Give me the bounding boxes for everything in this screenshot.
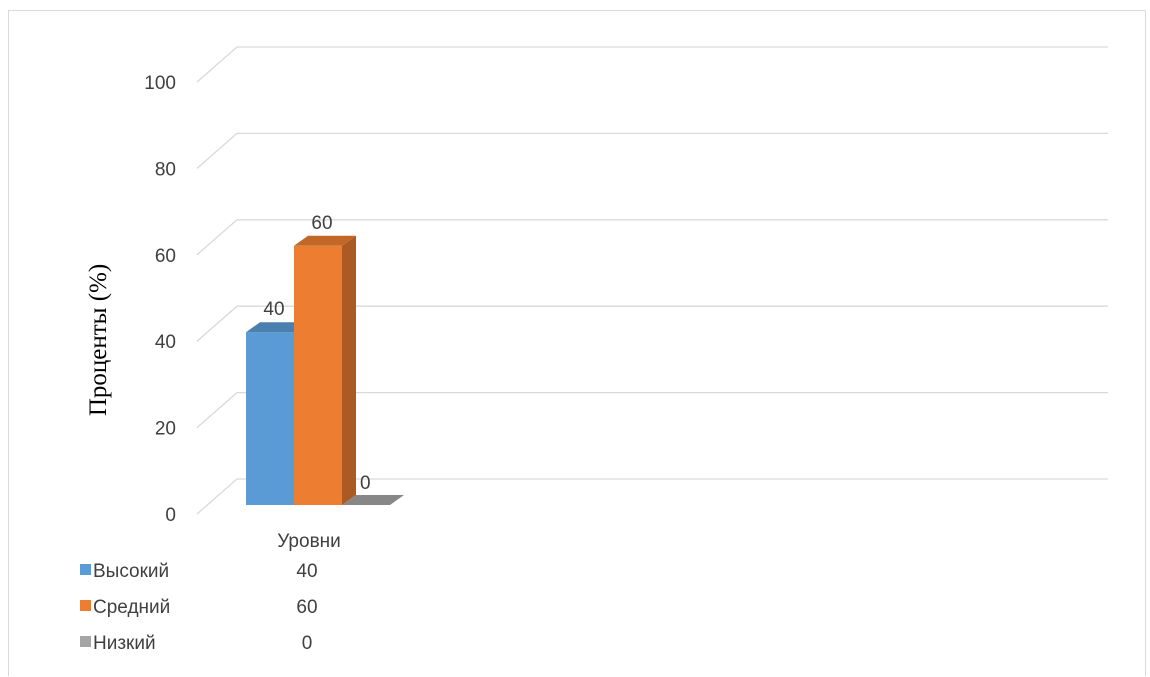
y-tick-label: 40 <box>155 332 176 353</box>
bar-top-face <box>342 495 404 505</box>
gridlines <box>196 46 1108 515</box>
bar-2 <box>294 235 356 506</box>
x-axis-category-label: Уровни <box>277 531 341 552</box>
bar-top-face <box>246 322 308 333</box>
legend-row: Средний 60 <box>80 597 318 618</box>
legend-series-value: 40 <box>296 561 317 582</box>
bar-side-face <box>342 235 356 506</box>
legend-swatch <box>80 564 91 575</box>
gridline <box>196 478 1108 515</box>
legend-row: Низкий 0 <box>80 633 312 654</box>
bar-top-face <box>294 235 356 246</box>
gridline <box>196 305 1108 342</box>
y-tick-label: 0 <box>165 505 176 526</box>
bars <box>246 235 404 506</box>
data-label: 40 <box>263 299 284 320</box>
data-labels: 40 60 0 <box>263 213 370 494</box>
gridline <box>196 391 1108 429</box>
chart-frame <box>8 10 1146 676</box>
gridline <box>196 46 1108 83</box>
y-axis-title: Проценты (%) <box>85 264 112 416</box>
legend-series-name: Средний <box>93 597 170 618</box>
y-tick-label: 60 <box>155 246 176 267</box>
bar-3 <box>342 495 404 505</box>
legend-series-value: 60 <box>296 597 317 618</box>
legend-data-table: Высокий 40 Средний 60 Низкий 0 <box>80 561 318 654</box>
data-label: 60 <box>311 213 332 234</box>
bar-front-face <box>294 245 342 506</box>
legend-series-value: 0 <box>302 633 313 654</box>
legend-series-name: Высокий <box>93 561 169 582</box>
legend-swatch <box>80 600 91 611</box>
legend-row: Высокий 40 <box>80 561 318 582</box>
y-axis-ticks: 0 20 40 60 80 100 <box>144 73 176 526</box>
gridline <box>196 219 1108 256</box>
legend-series-name: Низкий <box>93 633 156 654</box>
y-tick-label: 100 <box>144 73 176 94</box>
y-tick-label: 80 <box>155 159 176 180</box>
gridline <box>196 132 1108 169</box>
legend-swatch <box>80 636 91 647</box>
bar-front-face <box>246 332 294 505</box>
data-label: 0 <box>360 473 371 494</box>
y-tick-label: 20 <box>155 419 176 440</box>
